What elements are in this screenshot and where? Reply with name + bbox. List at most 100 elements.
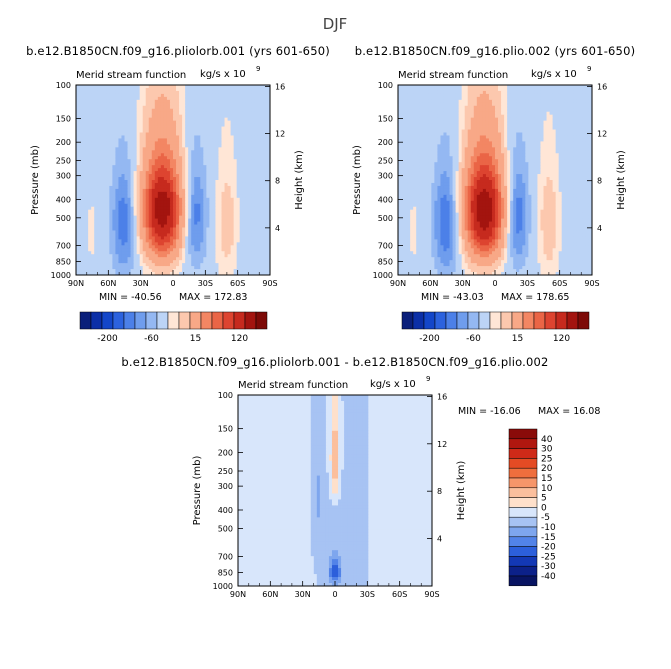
- contour-cell: [233, 123, 238, 127]
- right-tick-label: 4: [275, 224, 280, 233]
- contour-cell: [473, 87, 478, 92]
- contour-cell: [452, 105, 456, 110]
- contour-cell: [179, 248, 183, 252]
- contour-cell: [263, 111, 268, 116]
- contour-cell: [118, 138, 122, 142]
- contour-cell: [136, 272, 141, 276]
- contour-cell: [257, 117, 262, 122]
- contour-cell: [182, 147, 186, 151]
- contour-cell: [543, 96, 547, 101]
- contour-cell: [476, 99, 481, 104]
- contour-cell: [461, 96, 466, 101]
- contour-cell: [224, 147, 228, 151]
- contour-cell: [94, 144, 98, 148]
- contour-cell: [248, 114, 253, 119]
- contour-cell: [209, 150, 213, 154]
- contour-cell: [416, 111, 420, 116]
- contour-cell: [263, 99, 268, 104]
- contour-cell: [224, 272, 228, 276]
- contour-cell: [154, 191, 159, 196]
- contour-cell: [221, 200, 225, 205]
- contour-cell: [212, 200, 216, 205]
- contour-cell: [200, 272, 204, 276]
- contour-cell: [169, 263, 174, 267]
- contour-cell: [482, 96, 487, 101]
- contour-cell: [212, 230, 216, 234]
- contour-cell: [239, 129, 244, 133]
- contour-cell: [251, 215, 256, 219]
- contour-cell: [224, 200, 228, 205]
- contour-cell: [248, 197, 253, 202]
- contour-cell: [169, 242, 174, 246]
- contour-cell: [224, 168, 228, 172]
- contour-cell: [179, 221, 183, 225]
- contour-cell: [173, 159, 177, 163]
- contour-cell: [130, 215, 134, 219]
- contour-cell: [263, 132, 268, 136]
- contour-cell: [404, 117, 408, 122]
- contour-cell: [182, 105, 186, 110]
- contour-cell: [227, 141, 231, 145]
- contour-cell: [209, 177, 213, 181]
- contour-cell: [97, 182, 101, 187]
- contour-cell: [157, 245, 162, 249]
- contour-cell: [109, 236, 113, 240]
- colorbar-swatch: [244, 311, 257, 330]
- contour-cell: [85, 260, 89, 264]
- contour-cell: [145, 132, 150, 136]
- contour-cell: [142, 260, 147, 264]
- contour-cell: [221, 141, 225, 145]
- contour-cell: [130, 227, 134, 231]
- contour-cell: [215, 215, 219, 219]
- contour-cell: [428, 105, 432, 110]
- contour-cell: [236, 182, 241, 187]
- contour-cell: [476, 105, 481, 110]
- contour-cell: [185, 194, 189, 199]
- contour-cell: [233, 153, 238, 157]
- contour-cell: [200, 242, 204, 246]
- contour-cell: [160, 162, 165, 166]
- contour-cell: [206, 263, 210, 267]
- contour-cell: [79, 123, 83, 127]
- contour-cell: [260, 138, 265, 142]
- contour-cell: [115, 165, 119, 169]
- contour-cell: [160, 114, 165, 119]
- contour-cell: [248, 168, 253, 172]
- contour-cell: [531, 102, 535, 107]
- contour-cell: [154, 209, 159, 214]
- contour-cell: [136, 197, 141, 202]
- contour-cell: [236, 87, 241, 92]
- contour-cell: [585, 90, 590, 95]
- contour-cell: [124, 141, 128, 145]
- contour-cell: [558, 117, 563, 122]
- contour-cell: [76, 242, 80, 246]
- contour-cell: [263, 141, 268, 145]
- contour-cell: [97, 233, 101, 237]
- contour-cell: [188, 85, 192, 89]
- contour-cell: [97, 272, 101, 276]
- contour-cell: [248, 221, 253, 225]
- contour-cell: [130, 242, 134, 246]
- contour-cell: [239, 191, 244, 196]
- contour-cell: [109, 156, 113, 160]
- contour-cell: [133, 114, 138, 119]
- contour-cell: [151, 114, 156, 119]
- contour-cell: [482, 120, 487, 124]
- contour-cell: [139, 209, 144, 214]
- contour-cell: [176, 197, 180, 202]
- contour-cell: [133, 245, 138, 249]
- contour-cell: [112, 233, 116, 237]
- contour-cell: [582, 105, 587, 110]
- contour-cell: [257, 260, 262, 264]
- contour-cell: [148, 93, 153, 98]
- contour-cell: [446, 99, 450, 104]
- contour-cell: [79, 87, 83, 92]
- contour-cell: [263, 90, 268, 95]
- contour-cell: [118, 126, 122, 130]
- contour-cell: [558, 102, 563, 107]
- contour-cell: [127, 85, 131, 89]
- contour-cell: [185, 93, 189, 98]
- contour-cell: [419, 93, 423, 98]
- contour-cell: [251, 224, 256, 228]
- contour-cell: [251, 126, 256, 130]
